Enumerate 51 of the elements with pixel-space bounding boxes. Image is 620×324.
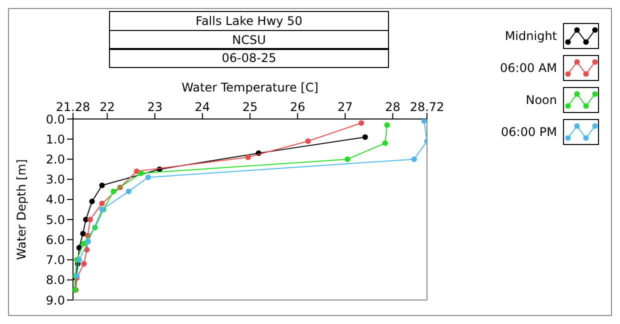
y-tick-label: 8.0	[46, 273, 65, 288]
x-tick-label: 27	[338, 100, 353, 114]
point	[85, 238, 92, 244]
point	[138, 170, 144, 176]
x-tick-label: 24	[194, 100, 210, 114]
y-tick-label: 6.0	[46, 232, 65, 247]
legend-label: Midnight	[504, 29, 557, 43]
point	[384, 122, 390, 128]
point	[411, 156, 417, 162]
point	[362, 134, 368, 140]
point	[245, 154, 251, 160]
y-tick-label: 3.0	[46, 172, 65, 187]
point	[110, 188, 116, 194]
point	[99, 200, 105, 206]
point	[126, 188, 132, 194]
legend-label: 06:00 PM	[501, 125, 557, 139]
x-tick-label: 26	[290, 100, 306, 114]
x-tick-label: 21.28	[56, 100, 90, 114]
x-tick-label: 25	[242, 100, 258, 114]
y-tick-label: 1.0	[46, 132, 65, 146]
x-tick-label: 28	[385, 100, 400, 114]
y-tick-label: 2.0	[46, 152, 65, 166]
point	[305, 138, 311, 144]
legend-label: 06:00 AM	[500, 61, 557, 75]
point	[80, 230, 86, 236]
point	[84, 246, 90, 253]
point	[358, 120, 364, 126]
y-tick-label: 9.0	[46, 293, 65, 308]
point	[81, 261, 87, 267]
x-tick-label: 22	[100, 100, 115, 114]
point	[87, 216, 93, 222]
point	[145, 174, 151, 180]
x-tick-label: 28.72	[410, 100, 444, 114]
point	[80, 240, 86, 246]
point	[421, 119, 427, 124]
y-tick-label: 5.0	[46, 212, 65, 227]
text: 06-08-25	[109, 48, 389, 68]
x-tick-label: 23	[147, 100, 162, 114]
legend-label: Noon	[526, 93, 557, 107]
y-tick-label: 0.0	[46, 112, 65, 126]
chart-title: Falls Lake Hwy 50	[109, 11, 389, 31]
chart-subtitle: NCSU	[109, 30, 389, 50]
point	[134, 168, 140, 174]
point	[344, 156, 350, 162]
point	[382, 140, 388, 146]
y-axis-title: Water Depth [m]	[14, 159, 28, 260]
y-tick-label: 4.0	[46, 192, 65, 207]
y-tick-label: 7.0	[46, 253, 65, 268]
point	[89, 198, 95, 204]
x-axis-title: Water Temperature [C]	[182, 80, 318, 95]
point	[99, 182, 105, 188]
